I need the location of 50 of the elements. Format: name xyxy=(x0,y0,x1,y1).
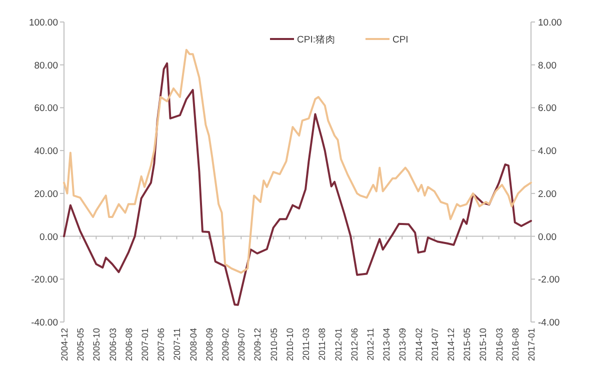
x-tick-label: 2007-01 xyxy=(140,328,150,362)
x-tick-label: 2006-03 xyxy=(108,328,118,362)
y2-tick-label: 0.00 xyxy=(538,232,556,243)
x-tick-label: 2009-12 xyxy=(252,328,263,362)
y-tick-label: 80.00 xyxy=(34,60,58,72)
x-tick-label: 2012-11 xyxy=(365,328,376,360)
x-tick-label: 2011-08 xyxy=(317,328,328,360)
y-tick-label: -20.00 xyxy=(31,274,58,286)
x-tick-label: 2016-03 xyxy=(494,328,504,362)
x-tick-label: 2007-06 xyxy=(156,328,166,362)
x-tick-label: 2014-12 xyxy=(446,328,456,362)
y-tick-label: 100.00 xyxy=(28,18,58,28)
y-tick-label: -40.00 xyxy=(31,318,58,328)
x-tick-label: 2009-02 xyxy=(220,328,231,362)
y2-tick-label: 6.00 xyxy=(538,103,556,114)
x-tick-label: 2005-10 xyxy=(92,328,102,362)
y2-tick-label: 2.00 xyxy=(538,188,556,200)
x-tick-label: 2009-07 xyxy=(236,328,247,362)
line-series xyxy=(63,48,532,274)
x-tick-label: 2010-10 xyxy=(284,328,295,362)
x-tick-label: 2015-05 xyxy=(462,328,472,362)
legend-label: CPI:猪肉 xyxy=(297,34,336,46)
x-tick-label: 2005-05 xyxy=(76,328,86,362)
x-tick-label: 2011-03 xyxy=(301,328,312,360)
y-tick-label: 0.00 xyxy=(40,232,58,243)
x-tick-label: 2007-11 xyxy=(172,328,182,360)
x-tick-label: 2015-10 xyxy=(478,328,488,362)
y-tick-label: 20.00 xyxy=(34,188,58,200)
x-tick-label: 2010-05 xyxy=(268,328,279,362)
y-tick-label: 40.00 xyxy=(34,146,58,158)
x-tick-label: 2016-08 xyxy=(510,328,520,362)
y2-tick-label: 8.00 xyxy=(538,60,556,72)
x-tick-label: 2008-09 xyxy=(204,328,214,362)
y2-tick-label: -2.00 xyxy=(538,274,560,286)
y2-tick-label: 4.00 xyxy=(538,146,556,158)
y2-tick-label: 10.00 xyxy=(538,18,562,28)
legend-label: CPI xyxy=(392,34,408,46)
x-tick-label: 2014-02 xyxy=(414,328,424,362)
x-tick-label: 2013-04 xyxy=(382,328,392,362)
x-tick-label: 2008-04 xyxy=(188,328,198,362)
x-tick-label: 2006-08 xyxy=(124,328,134,362)
y2-tick-label: -4.00 xyxy=(538,318,560,328)
x-tick-label: 2004-12 xyxy=(60,328,70,362)
x-tick-label: 2017-01 xyxy=(526,328,536,362)
x-tick-label: 2012-06 xyxy=(349,328,360,362)
y-tick-label: 60.00 xyxy=(34,103,58,114)
x-tick-label: 2014-07 xyxy=(430,328,440,362)
line-series xyxy=(63,62,532,306)
x-tick-label: 2013-09 xyxy=(398,328,408,362)
x-tick-label: 2012-01 xyxy=(333,328,344,362)
